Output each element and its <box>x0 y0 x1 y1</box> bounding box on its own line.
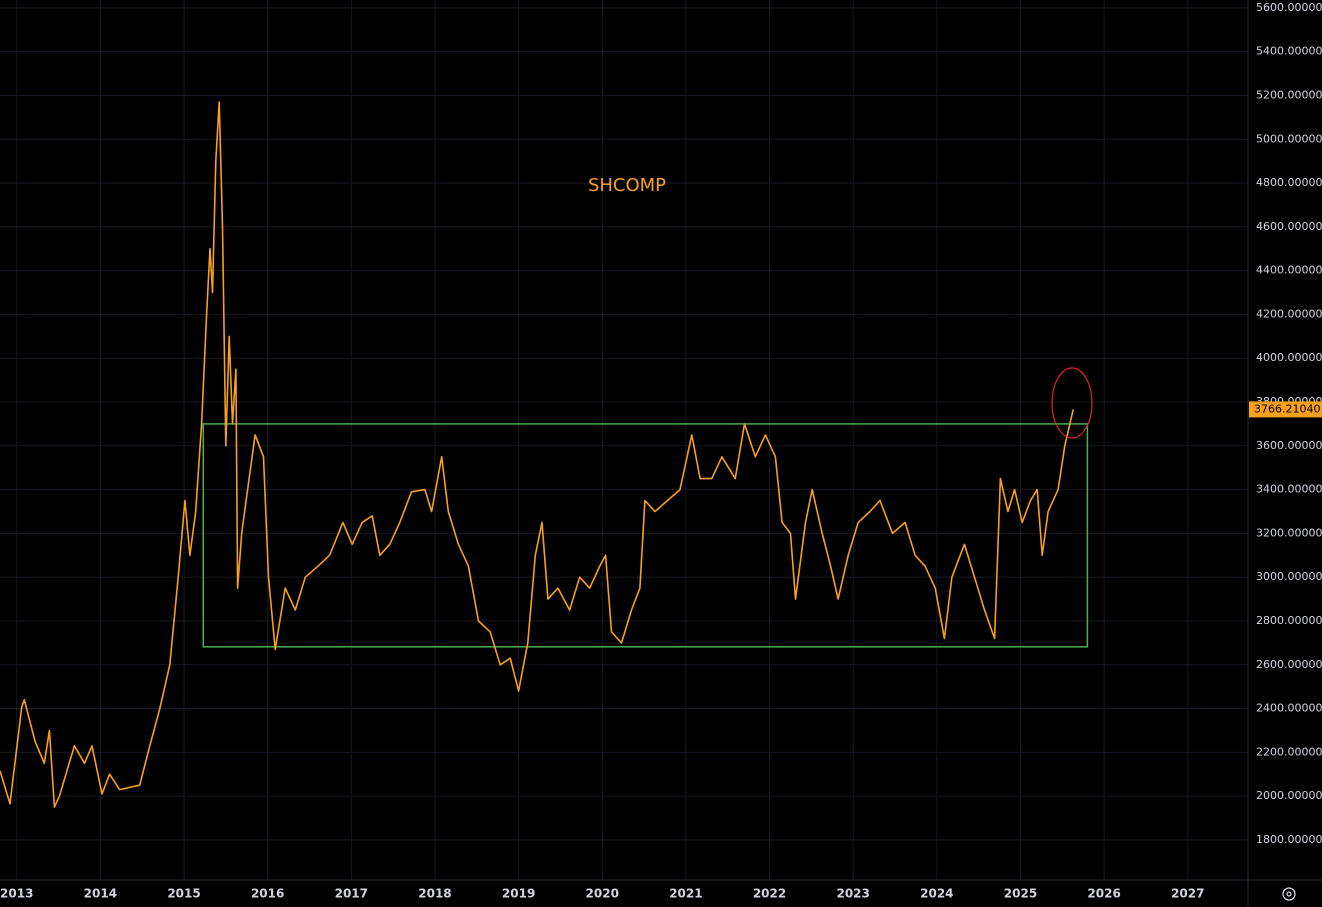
x-tick-label: 2015 <box>167 887 200 901</box>
y-tick-label: 4600.00000 <box>1256 220 1322 233</box>
y-tick-label: 1800.00000 <box>1256 833 1322 846</box>
x-tick-label: 2020 <box>586 887 619 901</box>
x-tick-label: 2018 <box>418 887 451 901</box>
y-tick-label: 3200.00000 <box>1256 526 1322 539</box>
price-line <box>0 101 1074 808</box>
y-tick-label: 5600.00000 <box>1256 1 1322 14</box>
grid <box>0 0 1248 880</box>
y-tick-label: 2000.00000 <box>1256 789 1322 802</box>
y-tick-label: 3000.00000 <box>1256 570 1322 583</box>
last-price-label: 3766.21040 <box>1254 402 1320 415</box>
y-tick-label: 2400.00000 <box>1256 702 1322 715</box>
y-tick-label: 5400.00000 <box>1256 45 1322 58</box>
settings-icon[interactable] <box>1282 887 1296 901</box>
x-tick-label: 2019 <box>502 887 535 901</box>
plot <box>0 101 1089 808</box>
y-tick-label: 5200.00000 <box>1256 88 1322 101</box>
y-tick-label: 2200.00000 <box>1256 745 1322 758</box>
x-tick-label: 2017 <box>335 887 368 901</box>
x-tick-label: 2021 <box>669 887 702 901</box>
y-tick-label: 4800.00000 <box>1256 176 1322 189</box>
y-tick-label: 4400.00000 <box>1256 264 1322 277</box>
y-tick-label: 4200.00000 <box>1256 307 1322 320</box>
x-tick-label: 2013 <box>0 887 33 901</box>
x-tick-label: 2022 <box>753 887 786 901</box>
x-tick-label: 2023 <box>836 887 869 901</box>
y-tick-label: 3600.00000 <box>1256 439 1322 452</box>
y-tick-label: 3400.00000 <box>1256 483 1322 496</box>
x-tick-label: 2026 <box>1087 887 1120 901</box>
y-tick-label: 2800.00000 <box>1256 614 1322 627</box>
x-tick-label: 2024 <box>920 887 953 901</box>
range-box <box>202 423 1089 648</box>
y-tick-label: 2600.00000 <box>1256 658 1322 671</box>
y-tick-label: 4000.00000 <box>1256 351 1322 364</box>
x-tick-label: 2027 <box>1171 887 1204 901</box>
last-price-tag <box>1249 401 1322 418</box>
chart-title: SHCOMP <box>588 175 666 196</box>
x-tick-label: 2016 <box>251 887 284 901</box>
y-tick-label: 5000.00000 <box>1256 132 1322 145</box>
x-tick-label: 2025 <box>1004 887 1037 901</box>
highlight-circle <box>1051 367 1093 439</box>
x-tick-label: 2014 <box>84 887 117 901</box>
